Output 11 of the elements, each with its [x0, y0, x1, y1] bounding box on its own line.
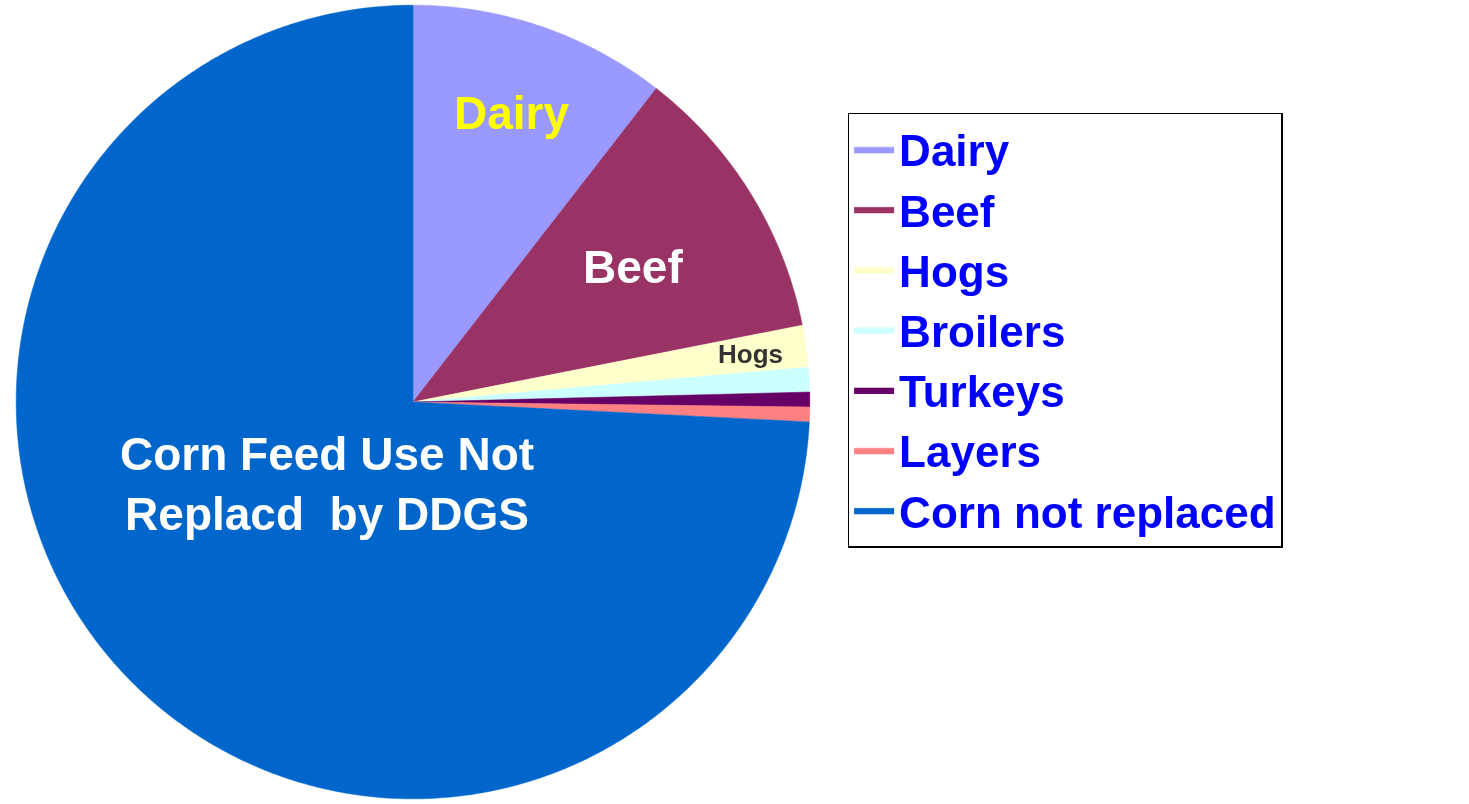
text: Beef: [583, 241, 683, 293]
legend-label: Turkeys: [899, 367, 1065, 417]
legend-label: Corn not replaced: [899, 487, 1276, 537]
legend-label: Layers: [899, 427, 1041, 477]
legend-label: Hogs: [899, 246, 1010, 296]
legend-label: Dairy: [899, 126, 1010, 176]
text: Hogs: [718, 339, 783, 369]
legend-label: Beef: [899, 186, 995, 236]
text: Corn Feed Use Not Replacd by DDGS: [120, 428, 535, 540]
text: Dairy: [454, 87, 570, 139]
legend-label: Broilers: [899, 306, 1066, 356]
